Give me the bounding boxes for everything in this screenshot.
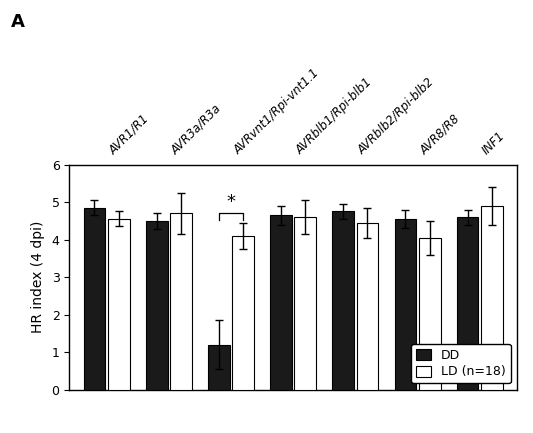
Bar [232, 236, 254, 390]
Bar [208, 345, 230, 390]
Text: *: * [227, 193, 236, 211]
Legend: DD, LD (n=18): DD, LD (n=18) [411, 344, 511, 384]
Y-axis label: HR index (4 dpi): HR index (4 dpi) [30, 221, 45, 333]
Bar [419, 238, 441, 390]
Bar [270, 215, 292, 390]
Text: A: A [11, 13, 25, 31]
Bar [294, 217, 316, 390]
Bar [457, 217, 479, 390]
Bar [333, 211, 354, 390]
Bar [170, 213, 192, 390]
Bar [357, 223, 378, 390]
Bar [108, 219, 130, 390]
Bar [481, 206, 503, 390]
Bar [146, 221, 167, 390]
Bar [84, 208, 106, 390]
Bar [394, 219, 416, 390]
